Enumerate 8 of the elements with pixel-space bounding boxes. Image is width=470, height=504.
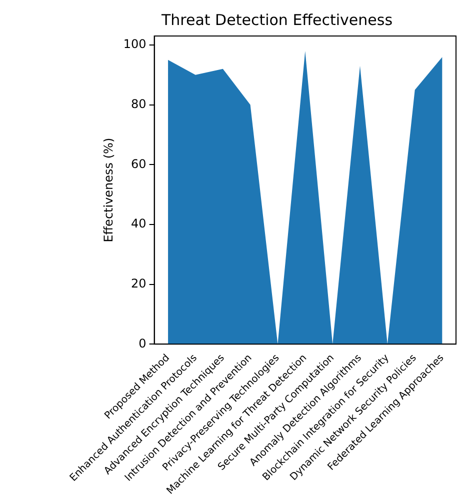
y-tick-label: 60 xyxy=(131,156,146,171)
y-tick-label: 40 xyxy=(131,216,146,231)
y-tick-label: 80 xyxy=(131,96,146,111)
y-axis-title: Effectiveness (%) xyxy=(101,138,116,242)
y-tick-label: 100 xyxy=(123,37,146,52)
y-tick-label: 0 xyxy=(138,336,146,350)
chart-title: Threat Detection Effectiveness xyxy=(160,10,393,29)
y-tick-label: 20 xyxy=(131,276,146,290)
